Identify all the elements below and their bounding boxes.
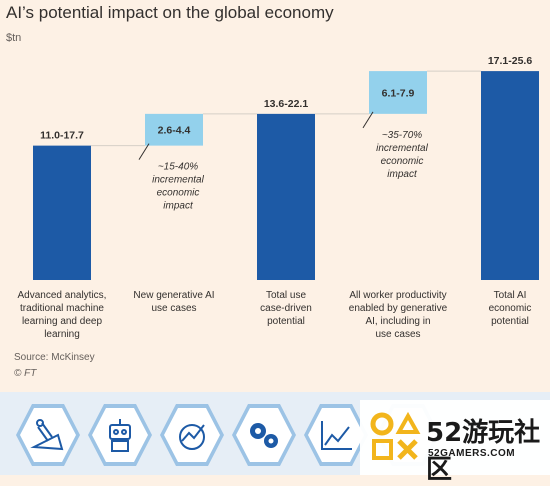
note-label-2: economic <box>157 188 200 199</box>
labels: 11.0-17.7 Advanced analytics, traditional … <box>18 55 533 340</box>
note-label-2: incremental <box>152 175 204 186</box>
note-label-4: economic <box>381 156 424 167</box>
bar-4 <box>369 71 427 114</box>
category-label-5: Total AI <box>494 290 527 301</box>
category-label-4: enabled by generative <box>349 303 448 314</box>
unit-label: $tn <box>6 32 21 44</box>
bars <box>33 71 539 281</box>
note-label-2: ~15-40% <box>158 162 198 173</box>
circuit-board-icon <box>16 404 80 466</box>
category-label-1: learning and deep <box>22 316 103 327</box>
category-label-4: All worker productivity <box>349 290 446 301</box>
note-label-2: impact <box>163 201 194 212</box>
note-label-4: impact <box>387 169 418 180</box>
connectors <box>91 70 481 147</box>
credit-label: © FT <box>14 368 37 379</box>
note-label-4: ~35-70% <box>382 130 422 141</box>
bar-2 <box>145 113 203 146</box>
category-label-2: New generative AI <box>133 290 214 301</box>
value-label-4: 6.1-7.9 <box>382 87 415 99</box>
watermark: 52游玩社区 52GAMERS.COM <box>360 400 550 485</box>
category-label-4: use cases <box>375 329 420 340</box>
category-label-1: learning <box>44 329 80 340</box>
value-label-1: 11.0-17.7 <box>40 130 84 142</box>
bar-3 <box>257 113 315 280</box>
bar-1 <box>33 145 91 280</box>
category-label-3: potential <box>267 316 305 327</box>
value-label-2: 2.6-4.4 <box>158 125 191 137</box>
category-label-2: use cases <box>151 303 196 314</box>
gear-chart-icon <box>160 404 224 466</box>
note-arrow-2 <box>138 143 150 160</box>
category-label-3: case-driven <box>260 303 312 314</box>
category-label-1: traditional machine <box>20 303 104 314</box>
value-label-5: 17.1-25.6 <box>488 55 533 67</box>
bar-5 <box>481 71 539 281</box>
line-chart-icon <box>304 404 368 466</box>
category-label-3: Total use <box>266 290 306 301</box>
robot-icon <box>88 404 152 466</box>
note-arrow-4 <box>362 111 374 129</box>
source-label: Source: McKinsey <box>14 352 95 363</box>
category-label-5: economic <box>489 303 532 314</box>
chart: AI’s potential impact on the global econ… <box>6 3 539 379</box>
category-label-4: AI, including in <box>365 316 430 327</box>
category-label-5: potential <box>491 316 529 327</box>
chart-title: AI’s potential impact on the global econ… <box>6 3 334 22</box>
watermark-logo-icon <box>370 411 421 460</box>
category-label-1: Advanced analytics, <box>18 290 107 301</box>
gears-icon <box>232 404 296 466</box>
value-label-3: 13.6-22.1 <box>264 98 309 110</box>
watermark-sub: 52GAMERS.COM <box>428 448 516 459</box>
note-label-4: incremental <box>376 143 428 154</box>
